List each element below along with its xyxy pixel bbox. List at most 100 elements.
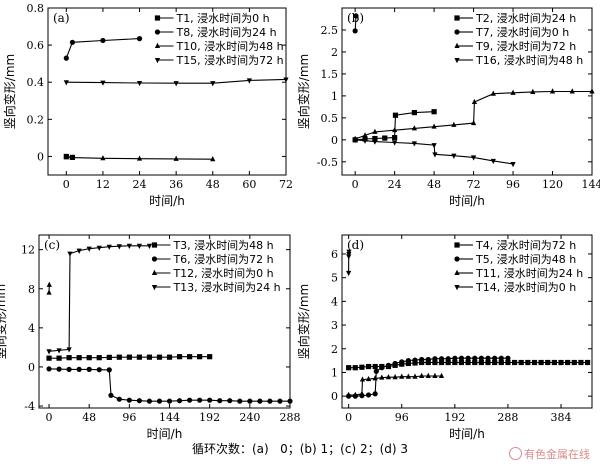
legend-marker (454, 29, 460, 35)
data-point (425, 356, 431, 363)
x-tick-label: 72 (279, 178, 293, 191)
y-tick-label: 0.2 (27, 113, 45, 126)
plot-frame (38, 234, 291, 409)
y-tick-label: 0.5 (321, 112, 339, 125)
legend-marker (454, 256, 460, 262)
data-point (46, 289, 52, 295)
data-point (257, 398, 263, 404)
data-point (96, 355, 102, 361)
data-point (372, 391, 378, 397)
data-point (86, 355, 92, 361)
watermark-text: 有色金属在线 (524, 448, 590, 461)
legend-label: T8, 浸水时间为24 h (175, 26, 276, 39)
data-point (136, 36, 143, 42)
x-tick-label: 144 (582, 178, 600, 191)
data-point (352, 137, 358, 144)
x-tick-label: 120 (542, 178, 563, 191)
data-point (352, 365, 358, 371)
series-line-1 (48, 368, 290, 402)
legend-marker (454, 285, 460, 291)
data-point (362, 132, 368, 138)
data-point (412, 357, 418, 363)
data-point (146, 243, 153, 249)
data-point (472, 355, 478, 361)
data-point (146, 398, 153, 404)
data-point (176, 354, 183, 360)
data-point (69, 39, 76, 45)
data-point (116, 244, 122, 250)
data-point (146, 354, 153, 360)
data-point (373, 368, 379, 374)
y-tick-label: 0 (28, 361, 35, 374)
y-tick-label: 1 (331, 366, 338, 379)
data-point (210, 156, 216, 162)
data-point (76, 366, 82, 372)
x-tick-label: 240 (239, 411, 260, 424)
data-point (492, 355, 498, 361)
x-tick-label: 192 (444, 411, 465, 424)
data-point (173, 155, 179, 161)
data-point (584, 359, 591, 366)
data-point (379, 365, 385, 371)
y-tick-label: 0.4 (27, 76, 45, 89)
data-point (126, 397, 132, 403)
data-point (46, 281, 52, 287)
chart-panel-0: 0 12 24 36 48 60 72 0 0.2 0.4 0.6 0.8 时间/h 竖向变形/mm (a)… (2, 2, 293, 208)
data-point (63, 80, 69, 86)
legend-label: T11, 浸水时间为24 h (475, 267, 583, 280)
watermark: 有色金属在线 (509, 446, 590, 462)
y-tick-label: 0 (331, 134, 338, 147)
data-point (385, 373, 392, 380)
data-point (549, 88, 556, 94)
data-point (558, 359, 564, 366)
data-point (166, 354, 173, 360)
series-line-1 (65, 38, 140, 59)
y-tick-label: 0 (37, 150, 44, 163)
data-point (372, 375, 378, 381)
x-tick-label: 72 (467, 178, 481, 191)
data-point (438, 356, 445, 362)
data-point (451, 121, 457, 127)
data-point (372, 139, 378, 145)
y-axis-label: 竖向变形/mm (296, 54, 311, 129)
y-tick-label: 8 (28, 283, 35, 296)
data-point (438, 372, 445, 379)
legend-marker (154, 58, 161, 64)
data-point (419, 359, 425, 366)
y-tick-label: 4 (28, 322, 35, 335)
data-point (372, 135, 378, 142)
data-point (432, 359, 438, 366)
data-point (432, 152, 438, 158)
data-point (247, 398, 253, 404)
data-point (431, 143, 437, 149)
data-point (385, 362, 392, 368)
y-tick-label: 0 (331, 390, 338, 403)
y-tick-label: -4 (24, 400, 35, 413)
x-tick-label: 36 (169, 178, 183, 191)
data-point (207, 354, 213, 360)
data-point (392, 360, 398, 367)
y-tick-label: 12 (21, 244, 35, 257)
plot-frame (341, 234, 593, 409)
data-point (346, 270, 352, 277)
data-point (425, 359, 431, 366)
data-point (458, 355, 465, 361)
data-point (505, 355, 511, 361)
data-point (432, 372, 438, 379)
data-point (365, 375, 372, 382)
data-point (411, 125, 417, 131)
data-point (458, 359, 465, 366)
plot-frame (47, 7, 287, 176)
data-point (565, 359, 571, 366)
data-point (227, 398, 233, 404)
y-tick-label: 5 (331, 272, 338, 285)
data-point (465, 359, 471, 366)
data-point (578, 359, 584, 366)
x-tick-label: 24 (133, 178, 147, 191)
x-tick-label: 0 (46, 411, 53, 424)
data-point (46, 349, 52, 355)
data-point (498, 359, 504, 366)
data-point (365, 363, 372, 370)
data-point (411, 109, 417, 116)
data-point (106, 367, 112, 373)
